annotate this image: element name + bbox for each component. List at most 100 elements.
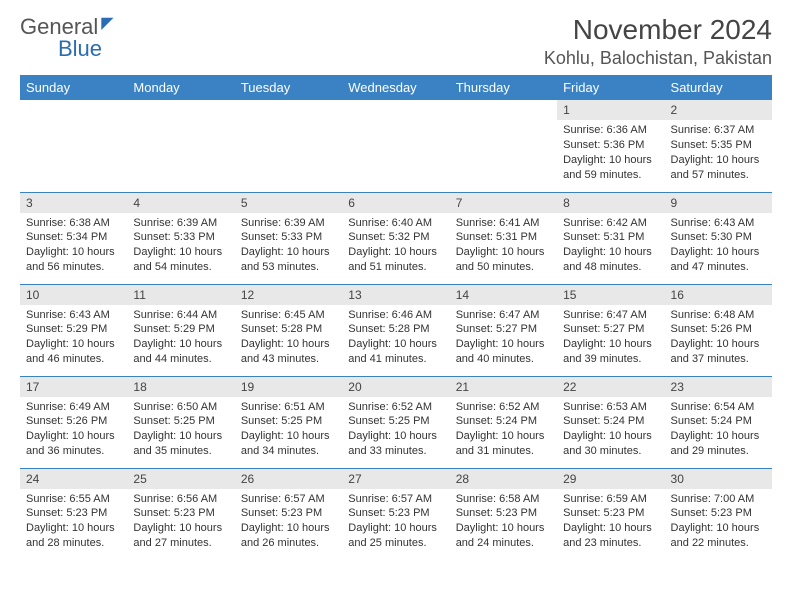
day-number: 14 — [450, 285, 557, 305]
day-details: Sunrise: 6:47 AMSunset: 5:27 PMDaylight:… — [450, 305, 557, 371]
day-details: Sunrise: 6:47 AMSunset: 5:27 PMDaylight:… — [557, 305, 664, 371]
calendar-day-cell: 3Sunrise: 6:38 AMSunset: 5:34 PMDaylight… — [20, 192, 127, 284]
sunset-text: Sunset: 5:28 PM — [241, 322, 336, 337]
sunrise-text: Sunrise: 7:00 AM — [671, 492, 766, 507]
sunset-text: Sunset: 5:34 PM — [26, 230, 121, 245]
sunset-text: Sunset: 5:25 PM — [241, 414, 336, 429]
calendar-day-cell: 28Sunrise: 6:58 AMSunset: 5:23 PMDayligh… — [450, 468, 557, 560]
calendar-day-cell — [127, 100, 234, 192]
day-details: Sunrise: 6:59 AMSunset: 5:23 PMDaylight:… — [557, 489, 664, 555]
day-number: 29 — [557, 469, 664, 489]
calendar-day-cell: 29Sunrise: 6:59 AMSunset: 5:23 PMDayligh… — [557, 468, 664, 560]
daylight-text: Daylight: 10 hours and 31 minutes. — [456, 429, 551, 459]
weekday-header: Wednesday — [342, 75, 449, 100]
calendar-day-cell: 26Sunrise: 6:57 AMSunset: 5:23 PMDayligh… — [235, 468, 342, 560]
day-details: Sunrise: 6:41 AMSunset: 5:31 PMDaylight:… — [450, 213, 557, 279]
day-number: 28 — [450, 469, 557, 489]
calendar-day-cell: 6Sunrise: 6:40 AMSunset: 5:32 PMDaylight… — [342, 192, 449, 284]
day-number: 7 — [450, 193, 557, 213]
calendar-day-cell: 14Sunrise: 6:47 AMSunset: 5:27 PMDayligh… — [450, 284, 557, 376]
daylight-text: Daylight: 10 hours and 47 minutes. — [671, 245, 766, 275]
daylight-text: Daylight: 10 hours and 40 minutes. — [456, 337, 551, 367]
sunset-text: Sunset: 5:35 PM — [671, 138, 766, 153]
sunrise-text: Sunrise: 6:50 AM — [133, 400, 228, 415]
calendar-day-cell — [235, 100, 342, 192]
calendar-day-cell: 13Sunrise: 6:46 AMSunset: 5:28 PMDayligh… — [342, 284, 449, 376]
day-number: 19 — [235, 377, 342, 397]
calendar-day-cell — [20, 100, 127, 192]
calendar-week-row: 17Sunrise: 6:49 AMSunset: 5:26 PMDayligh… — [20, 376, 772, 468]
day-details: Sunrise: 6:46 AMSunset: 5:28 PMDaylight:… — [342, 305, 449, 371]
daylight-text: Daylight: 10 hours and 22 minutes. — [671, 521, 766, 551]
weekday-header: Tuesday — [235, 75, 342, 100]
daylight-text: Daylight: 10 hours and 51 minutes. — [348, 245, 443, 275]
calendar-day-cell: 2Sunrise: 6:37 AMSunset: 5:35 PMDaylight… — [665, 100, 772, 192]
sunset-text: Sunset: 5:23 PM — [456, 506, 551, 521]
calendar-day-cell: 25Sunrise: 6:56 AMSunset: 5:23 PMDayligh… — [127, 468, 234, 560]
day-details: Sunrise: 6:44 AMSunset: 5:29 PMDaylight:… — [127, 305, 234, 371]
calendar-day-cell: 24Sunrise: 6:55 AMSunset: 5:23 PMDayligh… — [20, 468, 127, 560]
daylight-text: Daylight: 10 hours and 41 minutes. — [348, 337, 443, 367]
month-title: November 2024 — [544, 14, 772, 46]
daylight-text: Daylight: 10 hours and 54 minutes. — [133, 245, 228, 275]
sunrise-text: Sunrise: 6:47 AM — [563, 308, 658, 323]
calendar-day-cell: 19Sunrise: 6:51 AMSunset: 5:25 PMDayligh… — [235, 376, 342, 468]
day-details: Sunrise: 6:43 AMSunset: 5:29 PMDaylight:… — [20, 305, 127, 371]
sunset-text: Sunset: 5:24 PM — [563, 414, 658, 429]
sunrise-text: Sunrise: 6:54 AM — [671, 400, 766, 415]
day-details: Sunrise: 6:57 AMSunset: 5:23 PMDaylight:… — [235, 489, 342, 555]
sunrise-text: Sunrise: 6:46 AM — [348, 308, 443, 323]
calendar-day-cell: 27Sunrise: 6:57 AMSunset: 5:23 PMDayligh… — [342, 468, 449, 560]
sunrise-text: Sunrise: 6:58 AM — [456, 492, 551, 507]
sunrise-text: Sunrise: 6:47 AM — [456, 308, 551, 323]
daylight-text: Daylight: 10 hours and 50 minutes. — [456, 245, 551, 275]
sunset-text: Sunset: 5:25 PM — [133, 414, 228, 429]
sunset-text: Sunset: 5:26 PM — [26, 414, 121, 429]
sunset-text: Sunset: 5:23 PM — [563, 506, 658, 521]
day-details: Sunrise: 6:57 AMSunset: 5:23 PMDaylight:… — [342, 489, 449, 555]
sunset-text: Sunset: 5:27 PM — [456, 322, 551, 337]
day-details: Sunrise: 6:37 AMSunset: 5:35 PMDaylight:… — [665, 120, 772, 186]
day-number: 1 — [557, 100, 664, 120]
sunrise-text: Sunrise: 6:43 AM — [671, 216, 766, 231]
sunrise-text: Sunrise: 6:38 AM — [26, 216, 121, 231]
weekday-header-row: SundayMondayTuesdayWednesdayThursdayFrid… — [20, 75, 772, 100]
day-details: Sunrise: 6:40 AMSunset: 5:32 PMDaylight:… — [342, 213, 449, 279]
location-text: Kohlu, Balochistan, Pakistan — [544, 48, 772, 69]
sunset-text: Sunset: 5:33 PM — [241, 230, 336, 245]
calendar-week-row: 1Sunrise: 6:36 AMSunset: 5:36 PMDaylight… — [20, 100, 772, 192]
day-details: Sunrise: 6:48 AMSunset: 5:26 PMDaylight:… — [665, 305, 772, 371]
sunrise-text: Sunrise: 6:36 AM — [563, 123, 658, 138]
sunrise-text: Sunrise: 6:56 AM — [133, 492, 228, 507]
daylight-text: Daylight: 10 hours and 29 minutes. — [671, 429, 766, 459]
calendar-day-cell: 1Sunrise: 6:36 AMSunset: 5:36 PMDaylight… — [557, 100, 664, 192]
day-number: 5 — [235, 193, 342, 213]
daylight-text: Daylight: 10 hours and 59 minutes. — [563, 153, 658, 183]
title-block: November 2024 Kohlu, Balochistan, Pakist… — [544, 14, 772, 69]
calendar-day-cell: 12Sunrise: 6:45 AMSunset: 5:28 PMDayligh… — [235, 284, 342, 376]
daylight-text: Daylight: 10 hours and 48 minutes. — [563, 245, 658, 275]
sunrise-text: Sunrise: 6:45 AM — [241, 308, 336, 323]
daylight-text: Daylight: 10 hours and 25 minutes. — [348, 521, 443, 551]
sunrise-text: Sunrise: 6:49 AM — [26, 400, 121, 415]
sunset-text: Sunset: 5:31 PM — [456, 230, 551, 245]
sunset-text: Sunset: 5:23 PM — [26, 506, 121, 521]
day-details: Sunrise: 6:52 AMSunset: 5:25 PMDaylight:… — [342, 397, 449, 463]
sunrise-text: Sunrise: 6:39 AM — [133, 216, 228, 231]
calendar-day-cell — [342, 100, 449, 192]
sunrise-text: Sunrise: 6:37 AM — [671, 123, 766, 138]
day-details: Sunrise: 6:39 AMSunset: 5:33 PMDaylight:… — [235, 213, 342, 279]
daylight-text: Daylight: 10 hours and 35 minutes. — [133, 429, 228, 459]
sunrise-text: Sunrise: 6:51 AM — [241, 400, 336, 415]
daylight-text: Daylight: 10 hours and 30 minutes. — [563, 429, 658, 459]
sunset-text: Sunset: 5:24 PM — [671, 414, 766, 429]
weekday-header: Saturday — [665, 75, 772, 100]
day-number: 23 — [665, 377, 772, 397]
day-number: 22 — [557, 377, 664, 397]
day-details: Sunrise: 6:39 AMSunset: 5:33 PMDaylight:… — [127, 213, 234, 279]
calendar-week-row: 24Sunrise: 6:55 AMSunset: 5:23 PMDayligh… — [20, 468, 772, 560]
daylight-text: Daylight: 10 hours and 39 minutes. — [563, 337, 658, 367]
calendar-day-cell: 7Sunrise: 6:41 AMSunset: 5:31 PMDaylight… — [450, 192, 557, 284]
sunrise-text: Sunrise: 6:52 AM — [456, 400, 551, 415]
sunrise-text: Sunrise: 6:53 AM — [563, 400, 658, 415]
